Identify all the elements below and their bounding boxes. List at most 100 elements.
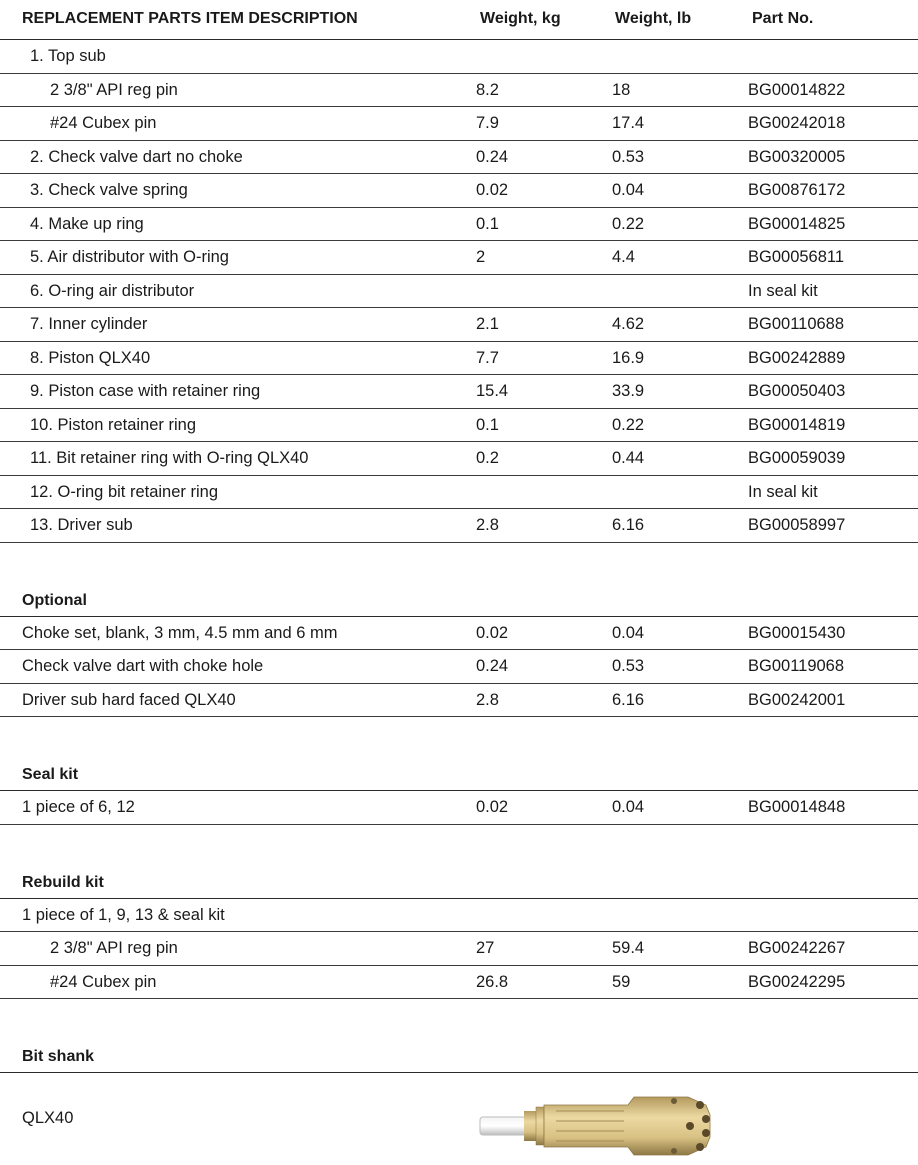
item-description: 4. Make up ring [30, 214, 144, 233]
item-description: 8. Piston QLX40 [30, 348, 151, 367]
part-number-cell: BG00876172 [748, 181, 846, 199]
weight-lb-cell: 0.04 [612, 798, 645, 816]
optional-parts-list: Choke set, blank, 3 mm, 4.5 mm and 6 mm 0… [0, 617, 918, 717]
weight-lb-cell: 0.22 [612, 214, 645, 233]
weight-kg-cell: 15.4 [476, 382, 509, 400]
weight-lb-cell: 0.22 [612, 415, 645, 434]
part-number-cell: BG00014822 [748, 80, 846, 99]
part-number-cell: BG00059039 [748, 449, 846, 467]
table-row: 12. O-ring bit retainer ring In seal kit [0, 476, 918, 509]
weight-lb-cell: 0.53 [612, 657, 645, 675]
header-part-no: Part No. [752, 10, 814, 27]
weight-lb-cell: 0.44 [612, 449, 645, 467]
table-row: 11. Bit retainer ring with O-ring QLX40 0… [0, 442, 918, 476]
item-description: 7. Inner cylinder [30, 315, 148, 333]
item-description: Driver sub hard faced QLX40 [22, 690, 236, 709]
weight-kg-cell: 0.24 [476, 657, 509, 675]
part-number-cell: BG00056811 [748, 248, 845, 266]
weight-lb-cell: 59 [612, 972, 631, 991]
table-row: Driver sub hard faced QLX40 2.8 6.16 BG0024… [0, 684, 918, 717]
table-header: REPLACEMENT PARTS ITEM DESCRIPTION Weigh… [0, 0, 918, 40]
weight-kg-cell: 2.8 [476, 690, 499, 709]
part-number-cell: BG00242018 [748, 114, 846, 132]
weight-lb-cell: 17.4 [612, 114, 645, 132]
rebuild-kit-list: 1 piece of 1, 9, 13 & seal kit 2 3/8" API… [0, 899, 918, 999]
weight-kg-cell: 0.02 [476, 798, 509, 816]
bit-shank-title: Bit shank [22, 1048, 95, 1065]
item-description: 1. Top sub [30, 47, 106, 65]
item-description: #24 Cubex pin [50, 972, 157, 991]
table-row: 2 3/8" API reg pin 27 59.4 BG00242267 [0, 932, 918, 966]
weight-kg-cell: 26.8 [476, 972, 509, 991]
table-row: 9. Piston case with retainer ring 15.4 33.… [0, 375, 918, 409]
weight-kg-cell: 2 [476, 248, 486, 266]
table-row: 13. Driver sub 2.8 6.16 BG00058997 [0, 509, 918, 543]
weight-kg-cell: 0.02 [476, 181, 509, 199]
weight-kg-cell: 27 [476, 939, 495, 957]
header-weight-lb: Weight, lb [615, 10, 692, 27]
rebuild-kit-title: Rebuild kit [22, 873, 104, 891]
item-description: Check valve dart with choke hole [22, 657, 264, 675]
weight-kg-cell: 2.8 [476, 516, 499, 534]
item-description: 6. O-ring air distributor [30, 281, 195, 300]
part-number-cell: BG00015430 [748, 623, 846, 642]
item-description: 5. Air distributor with O-ring [30, 248, 229, 266]
seal-kit-section-title: Seal kit [0, 759, 918, 791]
table-row: #24 Cubex pin 7.9 17.4 BG00242018 [0, 107, 918, 141]
weight-lb-cell: 59.4 [612, 939, 645, 957]
item-description: 12. O-ring bit retainer ring [30, 482, 219, 501]
table-row: #24 Cubex pin 26.8 59 BG00242295 [0, 966, 918, 999]
seal-kit-list: 1 piece of 6, 12 0.02 0.04 BG00014848 [0, 791, 918, 825]
part-number-cell: BG00242001 [748, 690, 846, 709]
weight-kg-cell: 8.2 [476, 80, 499, 99]
weight-kg-cell: 7.9 [476, 114, 499, 132]
weight-kg-cell: 0.1 [476, 214, 499, 233]
item-description: 10. Piston retainer ring [30, 415, 197, 434]
weight-lb-cell: 18 [612, 80, 631, 99]
item-description: 9. Piston case with retainer ring [30, 382, 261, 400]
weight-kg-cell: 7.7 [476, 348, 499, 367]
part-number-cell: BG00119068 [748, 657, 845, 675]
part-number-cell: In seal kit [748, 482, 818, 501]
part-number-cell: BG00320005 [748, 147, 846, 166]
item-description: 13. Driver sub [30, 516, 133, 534]
item-description: 11. Bit retainer ring with O-ring QLX40 [30, 449, 309, 467]
weight-lb-cell: 6.16 [612, 516, 645, 534]
part-number-cell: BG00050403 [748, 382, 846, 400]
table-row: 4. Make up ring 0.1 0.22 BG00014825 [0, 208, 918, 241]
weight-kg-cell: 2.1 [476, 315, 499, 333]
replacement-parts-list: 1. Top sub 2 3/8" API reg pin 8.2 18 BG00014… [0, 40, 918, 543]
item-description: 1 piece of 1, 9, 13 & seal kit [22, 905, 225, 924]
table-row: 7. Inner cylinder 2.1 4.62 BG00110688 [0, 308, 918, 342]
weight-lb-cell: 16.9 [612, 348, 645, 367]
part-number-cell: BG00058997 [748, 516, 846, 534]
weight-lb-cell: 0.04 [612, 623, 645, 642]
item-description: Choke set, blank, 3 mm, 4.5 mm and 6 mm [22, 623, 338, 642]
optional-title: Optional [22, 591, 87, 609]
weight-kg-cell: 0.1 [476, 415, 499, 434]
weight-kg-cell: 0.24 [476, 147, 509, 166]
table-row: 8. Piston QLX40 7.7 16.9 BG00242889 [0, 342, 918, 375]
table-row: Choke set, blank, 3 mm, 4.5 mm and 6 mm 0… [0, 617, 918, 650]
part-number-cell: BG00242295 [748, 972, 846, 991]
table-row: 2 3/8" API reg pin 8.2 18 BG00014822 [0, 74, 918, 107]
table-row: 1 piece of 1, 9, 13 & seal kit [0, 899, 918, 932]
drill-bit-image [479, 1096, 711, 1156]
item-description: 2 3/8" API reg pin [50, 80, 178, 99]
item-description: #24 Cubex pin [50, 114, 157, 132]
weight-lb-cell: 0.53 [612, 147, 645, 166]
item-description: 2. Check valve dart no choke [30, 147, 243, 166]
header-weight-kg: Weight, kg [480, 10, 561, 27]
weight-kg-cell: 0.2 [476, 449, 499, 467]
weight-lb-cell: 0.04 [612, 181, 645, 199]
part-number-cell: BG00242889 [748, 348, 846, 367]
bit-shank-row: QLX40 [0, 1073, 918, 1165]
part-number-cell: BG00110688 [748, 315, 845, 333]
part-number-cell: BG00242267 [748, 939, 846, 957]
table-row: 6. O-ring air distributor In seal kit [0, 275, 918, 308]
table-row: 5. Air distributor with O-ring 2 4.4 BG0005… [0, 241, 918, 275]
bit-shank-label: QLX40 [22, 1109, 74, 1127]
bit-shank-section-title: Bit shank [0, 1041, 918, 1073]
seal-kit-title: Seal kit [22, 766, 79, 783]
